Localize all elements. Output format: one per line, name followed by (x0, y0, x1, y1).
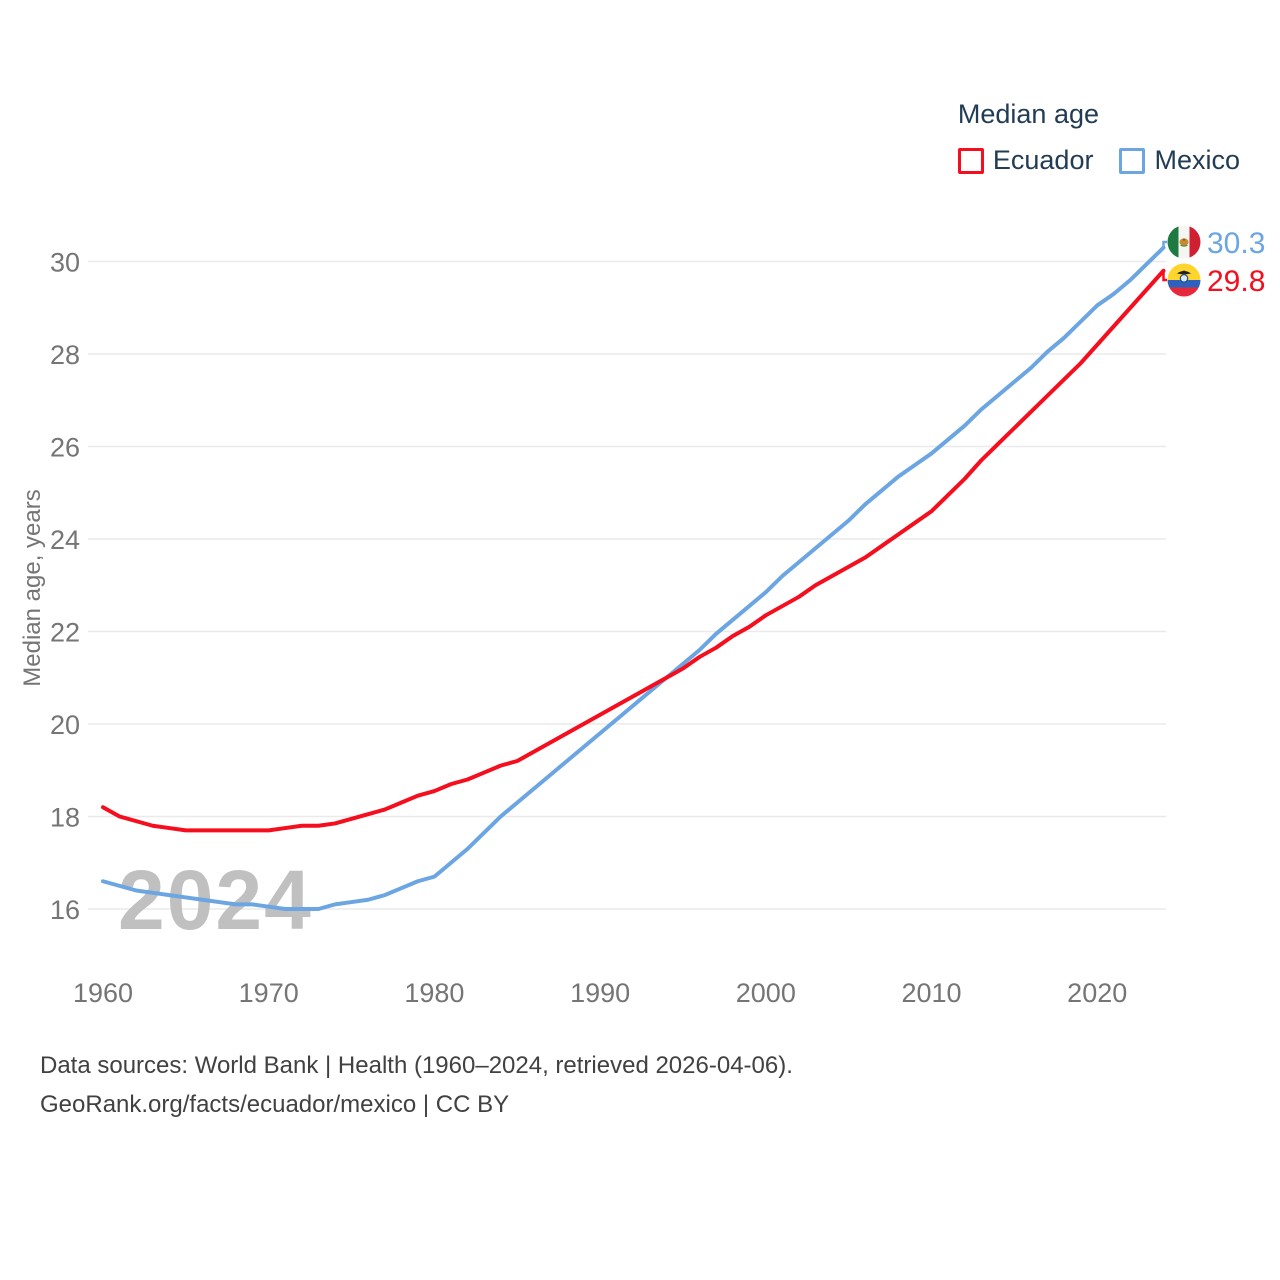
ecuador-leader-line (1162, 270, 1167, 282)
source-line-2: GeoRank.org/facts/ecuador/mexico | CC BY (40, 1091, 510, 1118)
x-tick-label: 1990 (570, 978, 630, 1008)
y-tick-label: 28 (50, 340, 80, 370)
x-tick-label: 1970 (239, 978, 299, 1008)
ecuador-color-swatch (957, 147, 984, 174)
legend: Median age Ecuador Mexico (957, 99, 1240, 176)
x-tick-label: 2020 (1067, 978, 1127, 1008)
x-tick-label: 1960 (73, 978, 133, 1008)
x-tick-label: 2010 (901, 978, 961, 1008)
y-axis-title: Median age, years (19, 489, 46, 686)
legend-title: Median age (957, 99, 1099, 129)
y-tick-label: 20 (50, 710, 80, 740)
legend-item-mexico: Mexico (1119, 145, 1240, 176)
ecuador-end-value: 29.8 (1207, 265, 1265, 298)
data-source-note: Data sources: World Bank | Health (1960–… (40, 1046, 793, 1124)
mexico-leader-line (1162, 240, 1167, 248)
mexico-color-swatch (1119, 147, 1146, 174)
leader-lines (1162, 240, 1167, 282)
x-tick-label: 2000 (736, 978, 796, 1008)
gridlines (88, 260, 1166, 910)
y-axis-tick-labels: 16 18 20 22 24 26 28 30 (50, 248, 80, 926)
source-line-1: Data sources: World Bank | Health (1960–… (40, 1052, 793, 1079)
y-tick-label: 16 (50, 895, 80, 925)
legend-label-ecuador: Ecuador (992, 145, 1094, 175)
y-tick-label: 18 (50, 803, 80, 833)
x-tick-label: 1980 (404, 978, 464, 1008)
legend-label-mexico: Mexico (1154, 145, 1240, 175)
x-axis-tick-labels: 1960 1970 1980 1990 2000 2010 2020 (73, 978, 1127, 1008)
mexico-flag-icon (1167, 225, 1201, 259)
series-line-ecuador (101, 268, 1166, 833)
mexico-end-value: 30.3 (1207, 227, 1265, 260)
ecuador-flag-icon (1167, 263, 1201, 297)
series-lines (101, 245, 1166, 911)
y-tick-label: 30 (50, 248, 80, 278)
series-line-mexico (101, 245, 1166, 911)
y-tick-label: 22 (50, 618, 80, 648)
legend-item-ecuador: Ecuador (957, 145, 1094, 176)
y-tick-label: 26 (50, 433, 80, 463)
y-tick-label: 24 (50, 525, 80, 555)
